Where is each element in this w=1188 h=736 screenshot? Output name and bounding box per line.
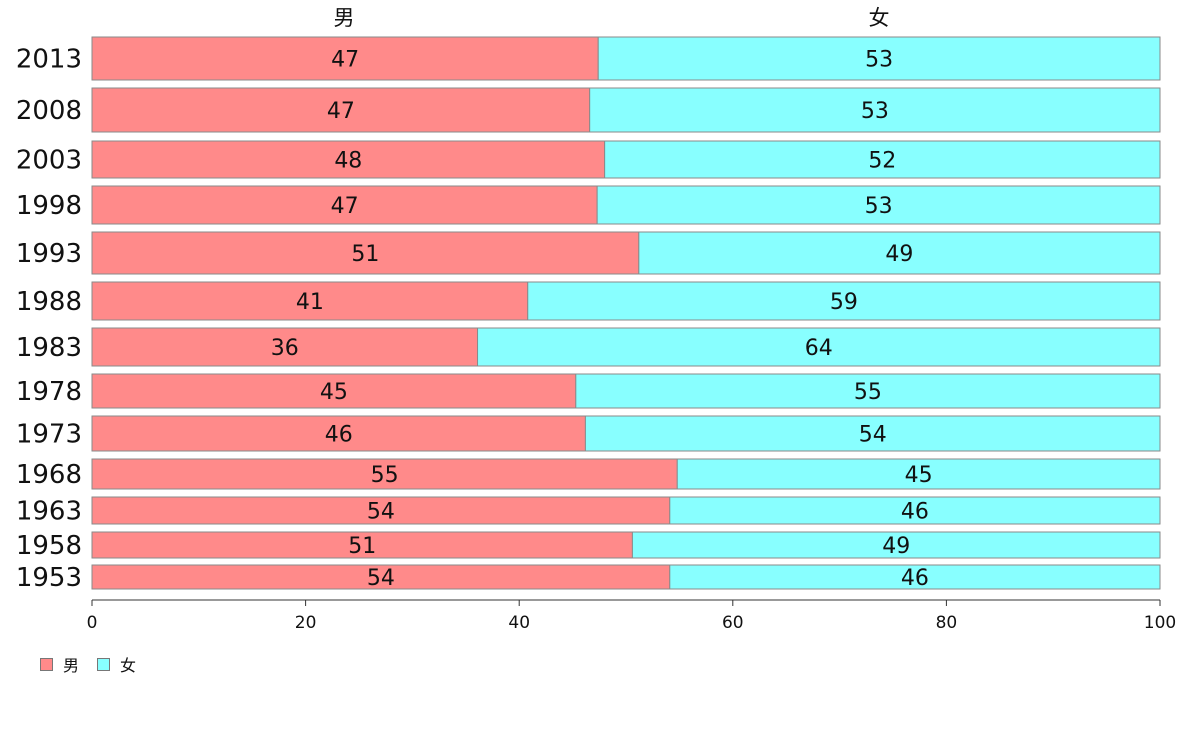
year-label: 1953 — [16, 563, 82, 593]
bar-label-male: 36 — [271, 336, 299, 361]
bar-female — [631, 531, 1161, 559]
bar-male — [91, 87, 591, 133]
bar-label-female: 52 — [868, 149, 896, 174]
legend: 男 女 — [40, 652, 154, 676]
bar-male — [91, 531, 633, 559]
bar-label-male: 51 — [348, 534, 376, 559]
legend-item-female: 女 — [97, 652, 136, 676]
bar-male — [91, 140, 606, 179]
bar-female — [527, 281, 1161, 321]
bar-male — [91, 458, 678, 490]
tick-label: 60 — [722, 613, 744, 633]
bar-female — [584, 415, 1161, 452]
year-label: 1983 — [16, 333, 82, 363]
legend-item-male: 男 — [40, 652, 79, 676]
tick-label: 80 — [936, 613, 958, 633]
bar-label-female: 45 — [905, 463, 933, 488]
bar-label-male: 47 — [327, 99, 355, 124]
bar-label-female: 55 — [854, 380, 882, 405]
bar-label-female: 53 — [865, 48, 893, 73]
year-label: 2013 — [16, 45, 82, 75]
bar-label-male: 45 — [320, 380, 348, 405]
year-label: 1958 — [16, 531, 82, 561]
bar-label-male: 47 — [331, 48, 359, 73]
bar-label-female: 53 — [865, 194, 893, 219]
legend-label-male: 男 — [63, 656, 80, 675]
bar-male — [91, 327, 479, 367]
bar-label-male: 48 — [334, 149, 362, 174]
bar-female — [597, 36, 1161, 81]
bar-label-male: 47 — [331, 194, 359, 219]
year-label: 1968 — [16, 460, 82, 490]
bar-label-male: 46 — [325, 423, 353, 448]
year-label: 1963 — [16, 497, 82, 527]
bar-label-female: 54 — [859, 423, 887, 448]
bars-group: 2013 47 53 2008 47 53 2003 48 52 1998 47 53 1993 51 49… — [16, 36, 1161, 593]
bar-female — [638, 231, 1161, 275]
bar-label-male: 41 — [296, 290, 324, 315]
bar-female — [575, 373, 1161, 409]
bar-label-male: 54 — [367, 566, 395, 591]
bar-label-female: 46 — [901, 566, 929, 591]
year-label: 1993 — [16, 239, 82, 269]
tick-label: 20 — [295, 613, 317, 633]
bar-female — [676, 458, 1161, 490]
bar-label-female: 49 — [882, 534, 910, 559]
legend-label-female: 女 — [120, 656, 137, 675]
bar-female — [669, 496, 1161, 525]
bar-label-male: 55 — [371, 463, 399, 488]
bar-male — [91, 185, 598, 225]
year-label: 1978 — [16, 377, 82, 407]
bar-female — [669, 564, 1161, 590]
bar-female — [477, 327, 1161, 367]
bar-female — [604, 140, 1161, 179]
bar-male — [91, 36, 599, 81]
bar-label-male: 54 — [367, 500, 395, 525]
year-label: 1998 — [16, 191, 82, 221]
header-male: 男 — [334, 6, 355, 30]
bar-label-female: 49 — [885, 242, 913, 267]
tick-label: 0 — [87, 613, 98, 633]
tick-label: 40 — [508, 613, 530, 633]
bar-label-female: 64 — [805, 336, 833, 361]
bar-male — [91, 496, 671, 525]
x-axis: 0 20 40 60 80 100 — [87, 599, 1176, 633]
year-label: 2008 — [16, 96, 82, 126]
header-female: 女 — [869, 6, 890, 30]
year-label: 1973 — [16, 420, 82, 450]
year-label: 1988 — [16, 287, 82, 317]
bar-male — [91, 231, 640, 275]
bar-female — [589, 87, 1161, 133]
legend-swatch-female — [97, 657, 111, 671]
bar-label-female: 59 — [830, 290, 858, 315]
bar-label-female: 46 — [901, 500, 929, 525]
bar-label-male: 51 — [351, 242, 379, 267]
tick-label: 100 — [1144, 613, 1176, 633]
legend-swatch-male — [40, 657, 53, 671]
bar-label-female: 53 — [861, 99, 889, 124]
bar-male — [91, 415, 586, 452]
bar-female — [596, 185, 1161, 225]
bar-male — [91, 564, 671, 590]
year-label: 2003 — [16, 146, 82, 176]
